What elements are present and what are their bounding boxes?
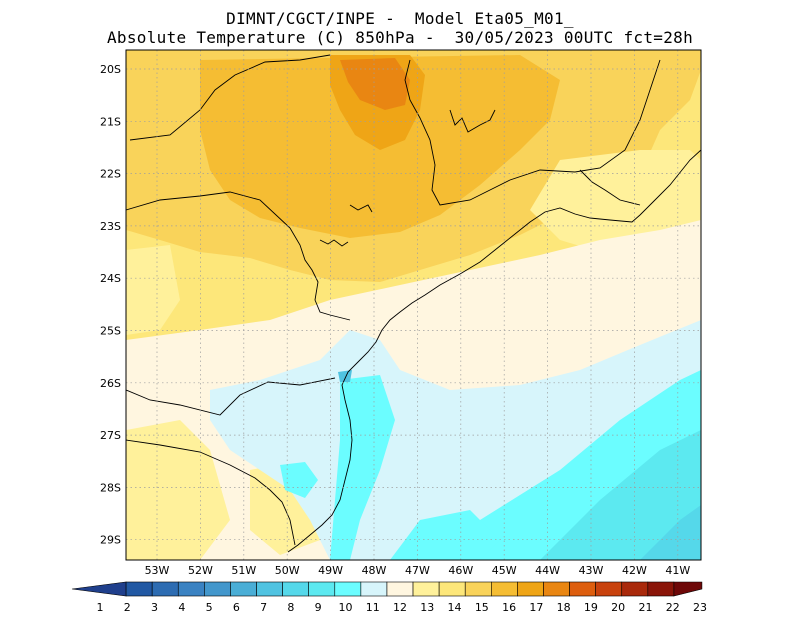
colorbar-label: 1	[97, 601, 104, 614]
latitude-label: 27S	[100, 429, 121, 442]
lat-lon-grid	[126, 50, 701, 560]
colorbar-swatch	[386, 581, 414, 597]
colorbar-swatch	[282, 581, 309, 597]
plot-frame	[125, 49, 702, 561]
colorbar-swatch	[151, 581, 179, 597]
colorbar-swatch	[204, 581, 231, 597]
colorbar-label: 18	[557, 601, 571, 614]
colorbar-label: 22	[666, 601, 680, 614]
longitude-label: 42W	[622, 564, 647, 577]
latitude-label: 26S	[100, 377, 121, 390]
colorbar-swatch	[543, 581, 570, 597]
colorbar-label: 9	[315, 601, 322, 614]
colorbar-swatch	[360, 581, 388, 597]
colorbar-swatch	[438, 581, 466, 597]
colorbar-swatch	[308, 581, 336, 597]
colorbar-swatch	[647, 581, 675, 597]
colorbar: 1 2 3 4 5 6 7 8 9 10 11 12 13 14 15 16 17 18 19 20 21 22 23	[71, 581, 707, 614]
longitude-label: 47W	[405, 564, 430, 577]
colorbar-label: 5	[206, 601, 213, 614]
latitude-labels: 20S 21S 22S 23S 24S 25S 26S 27S 28S 29S	[100, 63, 121, 547]
colorbar-label: 7	[260, 601, 267, 614]
colorbar-label: 20	[611, 601, 625, 614]
colorbar-label: 13	[420, 601, 434, 614]
colorbar-label: 19	[584, 601, 598, 614]
colorbar-swatch	[464, 581, 492, 597]
colorbar-label: 6	[233, 601, 240, 614]
latitude-label: 28S	[100, 481, 121, 494]
latitude-label: 23S	[100, 220, 121, 233]
colorbar-swatch	[412, 581, 440, 597]
longitude-label: 44W	[535, 564, 560, 577]
colorbar-swatch	[71, 581, 127, 597]
colorbar-label: 15	[475, 601, 489, 614]
longitude-label: 52W	[188, 564, 213, 577]
colorbar-label: 2	[124, 601, 131, 614]
colorbar-swatch	[256, 581, 283, 597]
colorbar-swatch	[177, 581, 205, 597]
colorbar-swatch	[595, 581, 623, 597]
longitude-label: 49W	[318, 564, 343, 577]
longitude-label: 48W	[362, 564, 387, 577]
colorbar-label: 8	[287, 601, 294, 614]
colorbar-label: 10	[338, 601, 352, 614]
coastline-borders	[126, 54, 701, 553]
colorbar-label: 23	[693, 601, 707, 614]
colorbar-label: 4	[178, 601, 185, 614]
latitude-label: 22S	[100, 168, 121, 181]
latitude-label: 29S	[100, 534, 121, 547]
longitude-label: 51W	[231, 564, 256, 577]
colorbar-label: 21	[638, 601, 652, 614]
colorbar-swatch	[517, 581, 544, 597]
colorbar-swatch	[621, 581, 649, 597]
colorbar-swatch	[673, 581, 703, 597]
colorbar-swatch	[569, 581, 596, 597]
longitude-label: 43W	[579, 564, 604, 577]
longitude-label: 53W	[145, 564, 170, 577]
colorbar-label: 3	[151, 601, 158, 614]
longitude-label: 50W	[275, 564, 300, 577]
colorbar-label: 12	[393, 601, 407, 614]
colorbar-swatch	[334, 581, 362, 597]
colorbar-label: 16	[502, 601, 516, 614]
longitude-label: 41W	[665, 564, 690, 577]
colorbar-label: 14	[448, 601, 462, 614]
latitude-label: 20S	[100, 63, 121, 76]
longitude-label: 46W	[448, 564, 473, 577]
colorbar-swatch	[491, 581, 518, 597]
colorbar-label: 17	[529, 601, 543, 614]
latitude-label: 24S	[100, 272, 121, 285]
colorbar-swatch	[230, 581, 257, 597]
colorbar-swatch	[125, 581, 153, 597]
temperature-field	[126, 50, 701, 560]
longitude-label: 45W	[492, 564, 517, 577]
longitude-labels: 53W 52W 51W 50W 49W 48W 47W 46W 45W 44W 43W 42W 41W	[145, 564, 691, 577]
latitude-label: 21S	[100, 115, 121, 128]
latitude-label: 25S	[100, 325, 121, 338]
chart-title-line1: DIMNT/CGCT/INPE - Model Eta05_M01_	[226, 9, 574, 28]
chart-title-line2: Absolute Temperature (C) 850hPa - 30/05/…	[106, 28, 694, 47]
colorbar-label: 11	[366, 601, 380, 614]
